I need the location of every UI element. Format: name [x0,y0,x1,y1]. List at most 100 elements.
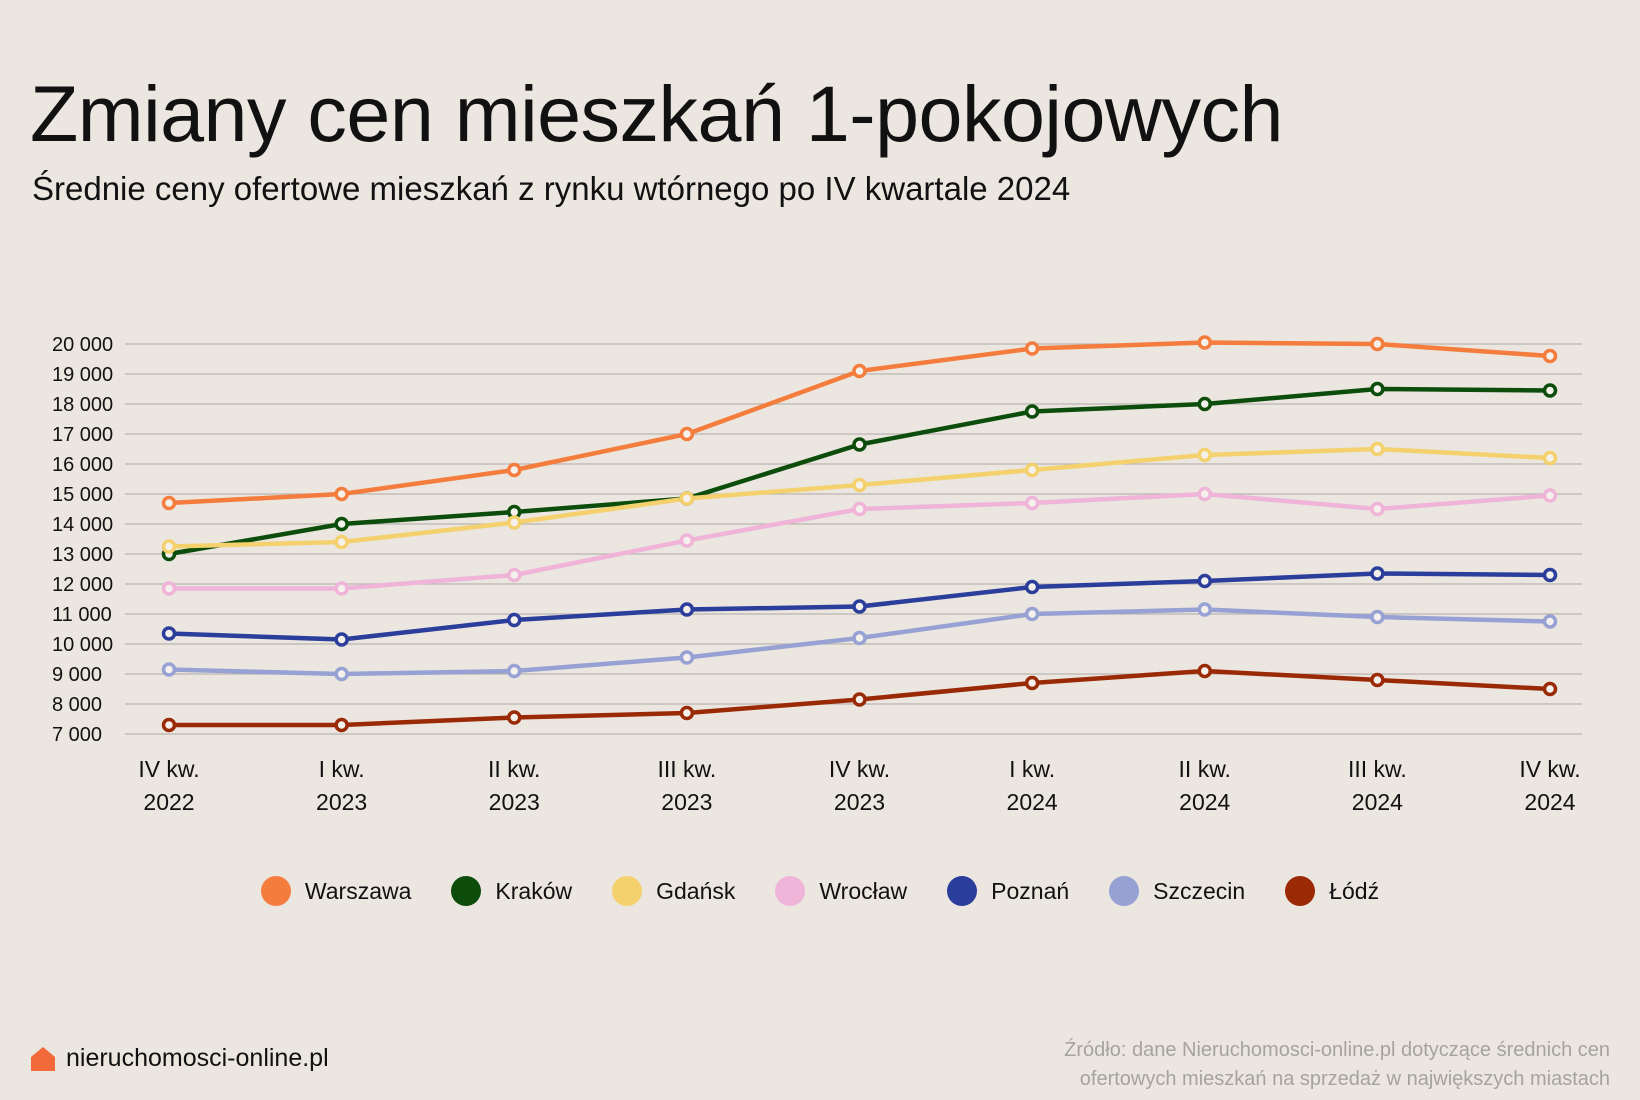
y-tick-label: 13 000 [52,544,113,566]
y-tick-label: 19 000 [52,364,113,386]
legend-item: Warszawa [260,876,412,906]
data-point [1024,341,1040,356]
data-point [161,495,177,511]
data-point [161,626,177,641]
data-point [679,491,695,506]
x-tick-label: I kw. [319,756,365,782]
data-point [507,710,522,725]
x-tick-label: 2024 [1007,789,1058,815]
x-tick-label: 2024 [1179,789,1230,815]
data-point [1197,602,1212,617]
data-point [1542,567,1558,583]
data-point [1024,579,1040,595]
data-point [161,539,177,554]
legend-item: Gdańsk [612,876,735,906]
data-point [334,486,349,502]
legend-item: Łódź [1285,876,1379,906]
y-tick-label: 10 000 [52,634,113,656]
data-point [1024,675,1040,691]
data-point [334,632,349,647]
series-line [166,386,1553,557]
legend-label: Gdańsk [656,877,736,904]
data-point [1542,488,1558,503]
legend-swatch [612,876,643,906]
legend-swatch [1285,876,1316,906]
data-point [852,599,867,614]
chart-title: Zmiany cen mieszkań 1-pokojowych [30,69,1283,158]
data-point [1370,441,1385,457]
data-point [1024,462,1040,478]
x-tick-label: IV kw. [829,756,890,782]
data-point [161,717,177,733]
data-point [852,630,867,646]
x-tick-label: 2023 [316,789,367,815]
y-tick-label: 9 000 [52,664,102,686]
data-point [1197,335,1212,350]
data-point [161,662,177,677]
y-tick-label: 20 000 [52,334,113,356]
legend-label: Warszawa [304,877,412,904]
data-point [1197,447,1212,463]
data-point [1370,672,1385,688]
data-point [1370,609,1385,625]
x-tick-label: IV kw. [1519,756,1580,782]
brand[interactable]: nieruchomosci-online.pl [30,1044,329,1073]
y-tick-label: 14 000 [52,514,113,536]
y-tick-label: 8 000 [52,694,102,716]
data-point [334,666,349,682]
legend-label: Łódź [1329,877,1380,904]
legend-label: Kraków [495,877,573,904]
legend-swatch [260,876,291,906]
brand-name: nieruchomosci-online.pl [66,1044,329,1072]
legend-label: Szczecin [1153,877,1246,904]
x-tick-label: III kw. [657,756,716,782]
x-tick-label: II kw. [1179,756,1231,782]
legend-swatch [775,876,806,906]
x-tick-label: 2024 [1524,789,1575,815]
legend-swatch [1109,876,1140,906]
data-point [1370,501,1385,517]
legend-swatch [947,876,978,906]
legend-item: Szczecin [1109,876,1245,906]
x-tick-label: 2024 [1352,789,1403,815]
source-line-2: ofertowych mieszkań na sprzedaż w najwię… [1079,1068,1610,1090]
data-point [679,705,695,721]
house-icon [31,1046,55,1071]
legend-label: Poznań [991,877,1070,904]
data-point [1370,566,1385,581]
data-point [161,581,177,596]
source-note: Źródło: dane Nieruchomosci-online.pl dot… [910,1036,1610,1094]
data-point [1370,381,1385,397]
data-point [852,692,867,707]
y-tick-label: 17 000 [52,424,113,446]
data-point [679,650,695,665]
data-point [1197,663,1212,679]
data-point [507,567,522,583]
data-point [1197,486,1212,502]
data-point [334,581,349,596]
legend-swatch [451,876,482,906]
line-chart: 7 000 8 000 9 000 10 000 11 000 12 000 13 000 1… [52,334,1582,815]
x-tick-label: 2023 [489,789,540,815]
data-point [507,612,522,628]
data-point [1542,614,1558,629]
x-tick-label: III kw. [1348,756,1407,782]
x-tick-label: 2023 [661,789,712,815]
y-tick-label: 16 000 [52,454,113,476]
y-tick-label: 11 000 [52,604,112,626]
data-point [1370,336,1385,352]
y-tick-label: 18 000 [52,394,113,416]
y-tick-label: 15 000 [52,484,113,506]
data-point [1542,450,1558,466]
data-point [1197,573,1212,589]
data-point [334,717,349,733]
legend-item: Poznań [947,876,1069,906]
data-point [507,462,522,478]
legend-label: Wrocław [819,877,908,904]
chart-subtitle: Średnie ceny ofertowe mieszkań z rynku w… [32,170,1071,207]
legend-item: Wrocław [775,876,907,906]
data-point [507,515,522,530]
data-point [334,516,349,532]
x-tick-label: 2023 [834,789,885,815]
data-point [679,426,695,442]
